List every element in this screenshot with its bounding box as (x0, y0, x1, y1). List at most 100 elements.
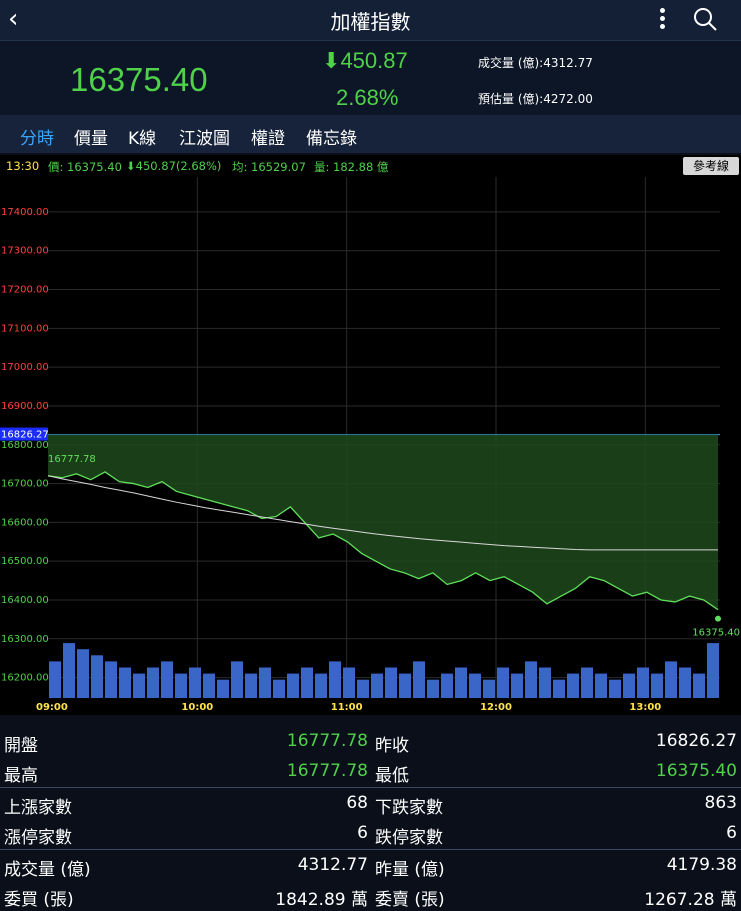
stat-label: 昨收 (375, 736, 409, 756)
tab-wave-chart[interactable]: 江波圖 (179, 129, 230, 149)
y-tick-label: 16700.00 (1, 479, 49, 490)
tab-intraday[interactable]: 分時 (20, 129, 54, 149)
stat-label: 委賣 (張) (375, 890, 445, 910)
volume-bar (49, 661, 61, 698)
volume-bar (161, 661, 173, 698)
quote-panel: 16375.40 ⬇450.87 2.68% 成交量 (億):4312.77 預… (0, 41, 741, 115)
y-tick-label: 16800.00 (1, 440, 49, 451)
info-change: ⬇450.87(2.68%) (126, 159, 222, 173)
price-line (47, 471, 719, 611)
stats-panel: 開盤 16777.78 昨收 16826.27 最高 16777.78 最低 16375.40… (0, 727, 741, 910)
volume-bar (651, 673, 663, 698)
x-tick-label: 11:00 (331, 702, 363, 713)
volume-bar (315, 673, 327, 698)
price-change-percent: 2.68% (336, 85, 399, 110)
reference-label-box (0, 427, 48, 441)
y-tick-label: 16200.00 (1, 673, 49, 684)
tab-price-volume[interactable]: 價量 (74, 129, 108, 149)
volume-bar (105, 661, 117, 698)
intraday-chart: 17400.00 17300.00 17200.00 17100.00 17000.00… (0, 177, 741, 715)
average-line (47, 475, 718, 551)
last-price-dot (715, 615, 721, 622)
tab-warrants[interactable]: 權證 (251, 129, 285, 149)
stat-value: 863 (704, 793, 737, 813)
y-tick-label: 17400.00 (1, 207, 49, 218)
volume-bar (91, 655, 103, 698)
open-price-label: 16777.78 (48, 454, 96, 465)
tab-bar: 分時 價量 K線 江波圖 權證 備忘錄 (0, 115, 741, 153)
y-tick-label: 16600.00 (1, 517, 49, 528)
down-arrow-icon: ⬇ (126, 159, 136, 173)
info-time: 13:30 (6, 159, 40, 173)
search-icon[interactable] (692, 6, 718, 32)
y-tick-label: 17300.00 (1, 246, 49, 257)
divider (0, 787, 741, 788)
volume-bar (595, 673, 607, 698)
volume-bar (567, 673, 579, 698)
stat-label: 跌停家數 (375, 828, 443, 848)
x-tick-label: 13:00 (629, 702, 661, 713)
stats-row: 上漲家數 68 下跌家數 863 (0, 789, 741, 819)
last-price-label: 16375.40 (692, 628, 740, 639)
current-price: 16375.40 (70, 61, 208, 98)
volume-bar (469, 673, 481, 698)
volume-bar (609, 679, 621, 698)
stat-value: 6 (726, 823, 737, 843)
stat-value: 4179.38 (666, 855, 737, 875)
stat-value: 16777.78 (286, 761, 368, 781)
stat-label: 最低 (375, 766, 409, 786)
volume-bar (147, 667, 159, 698)
volume-bar (245, 673, 257, 698)
info-price: 價: 16375.40 (48, 160, 122, 174)
y-tick-label: 16500.00 (1, 556, 49, 567)
volume-bar (441, 673, 453, 698)
stat-label: 委買 (張) (4, 890, 74, 910)
volume-bar (133, 673, 145, 698)
volume-bar (665, 661, 677, 698)
volume-bar (343, 667, 355, 698)
stats-row: 漲停家數 6 跌停家數 6 (0, 819, 741, 849)
x-tick-label: 10:00 (181, 702, 213, 713)
info-average: 均: 16529.07 (232, 160, 306, 174)
volume-bar (511, 673, 523, 698)
volume-bar (539, 667, 551, 698)
stat-label: 漲停家數 (4, 828, 72, 848)
stats-row: 開盤 16777.78 昨收 16826.27 (0, 727, 741, 757)
volume-bar (203, 673, 215, 698)
reference-line-button[interactable]: 參考線 (683, 157, 739, 175)
stat-value: 1842.89 萬 (275, 890, 368, 910)
page-title: 加權指數 (330, 10, 411, 34)
volume-bar (455, 667, 467, 698)
volume-bar (189, 667, 201, 698)
volume-bar (231, 661, 243, 698)
volume-bar (385, 667, 397, 698)
volume-bar (497, 667, 509, 698)
stat-value: 68 (346, 793, 368, 813)
stat-value: 16777.78 (286, 731, 368, 751)
info-volume: 量: 182.88 億 (314, 160, 389, 174)
stat-value: 1267.28 萬 (644, 890, 737, 910)
price-fill-area (48, 434, 718, 610)
volume-bar (273, 679, 285, 698)
stat-label: 昨量 (億) (375, 860, 445, 880)
price-change: ⬇450.87 (322, 48, 408, 73)
stat-value: 6 (357, 823, 368, 843)
intraday-chart-svg: 17400.00 17300.00 17200.00 17100.00 17000.00… (0, 177, 740, 713)
y-tick-label: 17100.00 (1, 323, 49, 334)
back-icon[interactable]: ‹ (8, 4, 19, 34)
more-options-icon[interactable] (652, 6, 672, 34)
volume-label: 成交量 (億):4312.77 (478, 56, 593, 70)
tab-memo[interactable]: 備忘錄 (306, 129, 357, 149)
tab-kline[interactable]: K線 (128, 129, 157, 149)
volume-bar (371, 673, 383, 698)
stat-label: 最高 (4, 766, 38, 786)
y-tick-label: 16300.00 (1, 634, 49, 645)
volume-bar (357, 679, 369, 698)
y-tick-label: 16900.00 (1, 401, 49, 412)
stats-row: 委買 (張) 1842.89 萬委賣 (張) 1267.28 萬 (0, 881, 741, 911)
volume-bar (637, 667, 649, 698)
estimated-volume-label: 預估量 (億):4272.00 (478, 92, 593, 106)
volume-bar (581, 667, 593, 698)
volume-bar (63, 643, 75, 698)
stats-row: 成交量 (億) 4312.77 昨量 (億) 4179.38 (0, 851, 741, 881)
